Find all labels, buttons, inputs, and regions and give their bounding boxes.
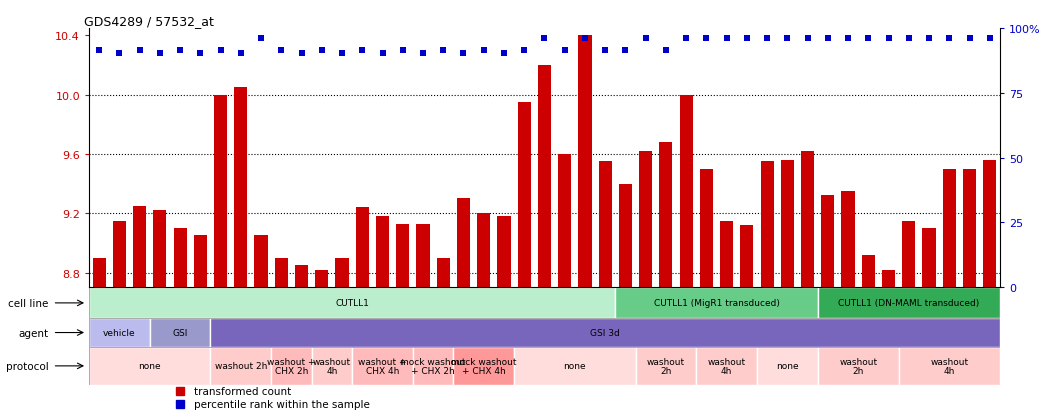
Bar (862, 255, 875, 287)
Text: washout +
CHX 4h: washout + CHX 4h (358, 357, 406, 375)
Bar (194, 236, 207, 287)
Text: percentile rank within the sample: percentile rank within the sample (194, 399, 370, 409)
Bar (922, 228, 936, 287)
Bar (514, 347, 636, 385)
Text: washout
4h: washout 4h (313, 357, 351, 375)
Text: washout +
CHX 2h: washout + CHX 2h (267, 357, 315, 375)
Text: CUTLL1 (DN-MAML transduced): CUTLL1 (DN-MAML transduced) (839, 299, 979, 308)
Bar (153, 211, 166, 287)
Bar (898, 347, 1000, 385)
Text: GDS4289 / 57532_at: GDS4289 / 57532_at (85, 15, 215, 28)
Bar (636, 347, 696, 385)
Bar (639, 152, 652, 287)
Bar (352, 347, 413, 385)
Bar (619, 184, 632, 287)
Bar (89, 319, 150, 347)
Bar (720, 221, 733, 287)
Bar (983, 161, 997, 287)
Bar (133, 206, 147, 287)
Text: washout
2h: washout 2h (839, 357, 877, 375)
Bar (599, 162, 611, 287)
Bar (882, 270, 895, 287)
Bar (396, 224, 409, 287)
Bar (680, 95, 693, 287)
Bar (801, 152, 815, 287)
Bar (757, 347, 818, 385)
Text: washout
2h: washout 2h (647, 357, 685, 375)
Bar (150, 319, 210, 347)
Bar (699, 169, 713, 287)
Bar (356, 208, 369, 287)
Bar (312, 347, 352, 385)
Bar (254, 236, 268, 287)
Text: CUTLL1 (MigR1 transduced): CUTLL1 (MigR1 transduced) (653, 299, 779, 308)
Bar (274, 258, 288, 287)
Bar (453, 347, 514, 385)
Bar (210, 319, 1000, 347)
Bar (477, 214, 490, 287)
Bar (417, 224, 429, 287)
Text: transformed count: transformed count (194, 386, 291, 396)
Bar (578, 36, 592, 287)
Bar (295, 266, 308, 287)
Bar (376, 217, 389, 287)
Text: none: none (776, 361, 799, 370)
Bar (315, 270, 329, 287)
Bar (271, 347, 312, 385)
Bar (517, 103, 531, 287)
Bar (335, 258, 349, 287)
Text: washout
4h: washout 4h (708, 357, 745, 375)
Bar (942, 169, 956, 287)
Bar (660, 143, 672, 287)
Text: protocol: protocol (6, 361, 48, 371)
Bar (616, 287, 818, 319)
Bar (174, 228, 186, 287)
Text: none: none (138, 361, 161, 370)
Text: CUTLL1: CUTLL1 (335, 299, 370, 308)
Bar (740, 225, 754, 287)
Bar (413, 347, 453, 385)
Bar (113, 221, 126, 287)
Bar (842, 192, 854, 287)
Bar (538, 66, 551, 287)
Text: none: none (563, 361, 586, 370)
Text: cell line: cell line (8, 298, 48, 308)
Text: vehicle: vehicle (103, 328, 136, 337)
Text: agent: agent (19, 328, 48, 338)
Bar (821, 196, 834, 287)
Bar (437, 258, 450, 287)
Text: GSI: GSI (173, 328, 187, 337)
Bar (497, 217, 511, 287)
Bar (210, 347, 271, 385)
Bar (818, 347, 898, 385)
Bar (214, 95, 227, 287)
Bar (92, 258, 106, 287)
Bar (89, 347, 210, 385)
Bar (235, 88, 247, 287)
Bar (818, 287, 1000, 319)
Text: mock washout
+ CHX 4h: mock washout + CHX 4h (451, 357, 516, 375)
Text: washout
4h: washout 4h (930, 357, 968, 375)
Text: mock washout
+ CHX 2h: mock washout + CHX 2h (400, 357, 466, 375)
Bar (89, 287, 616, 319)
Bar (963, 169, 976, 287)
Text: GSI 3d: GSI 3d (591, 328, 620, 337)
Bar (781, 161, 794, 287)
Text: washout 2h: washout 2h (215, 361, 267, 370)
Bar (696, 347, 757, 385)
Bar (456, 199, 470, 287)
Bar (760, 162, 774, 287)
Bar (903, 221, 915, 287)
Bar (558, 154, 572, 287)
